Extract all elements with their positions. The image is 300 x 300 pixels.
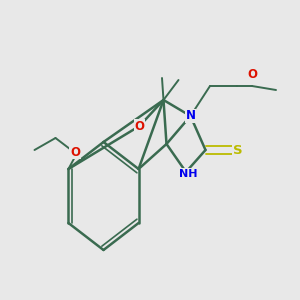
Text: O: O (70, 146, 80, 158)
Text: O: O (247, 68, 257, 81)
Text: N: N (185, 110, 196, 122)
Text: O: O (134, 119, 145, 133)
Text: S: S (233, 143, 242, 157)
Text: NH: NH (179, 169, 198, 179)
